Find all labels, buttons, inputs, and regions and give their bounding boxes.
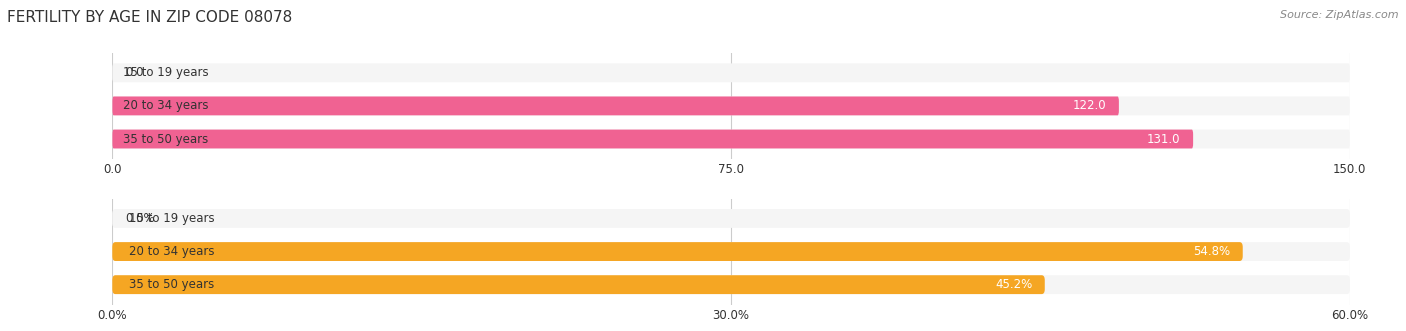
FancyBboxPatch shape [112, 209, 1350, 228]
FancyBboxPatch shape [112, 242, 1243, 261]
FancyBboxPatch shape [112, 242, 1350, 261]
Text: Source: ZipAtlas.com: Source: ZipAtlas.com [1281, 10, 1399, 20]
FancyBboxPatch shape [112, 97, 1350, 116]
FancyBboxPatch shape [112, 129, 1350, 148]
FancyBboxPatch shape [112, 275, 1350, 294]
Text: 0.0: 0.0 [125, 66, 143, 79]
Text: 35 to 50 years: 35 to 50 years [122, 132, 208, 146]
Text: FERTILITY BY AGE IN ZIP CODE 08078: FERTILITY BY AGE IN ZIP CODE 08078 [7, 10, 292, 25]
FancyBboxPatch shape [112, 97, 1119, 116]
FancyBboxPatch shape [112, 129, 1194, 148]
Text: 54.8%: 54.8% [1194, 245, 1230, 258]
Text: 15 to 19 years: 15 to 19 years [122, 66, 208, 79]
Text: 0.0%: 0.0% [125, 212, 155, 225]
Text: 20 to 34 years: 20 to 34 years [122, 99, 208, 113]
Text: 131.0: 131.0 [1147, 132, 1181, 146]
Text: 20 to 34 years: 20 to 34 years [129, 245, 215, 258]
FancyBboxPatch shape [112, 64, 1350, 82]
Text: 45.2%: 45.2% [995, 278, 1032, 291]
Text: 35 to 50 years: 35 to 50 years [129, 278, 214, 291]
FancyBboxPatch shape [112, 275, 1045, 294]
Text: 15 to 19 years: 15 to 19 years [129, 212, 215, 225]
Text: 122.0: 122.0 [1073, 99, 1107, 113]
